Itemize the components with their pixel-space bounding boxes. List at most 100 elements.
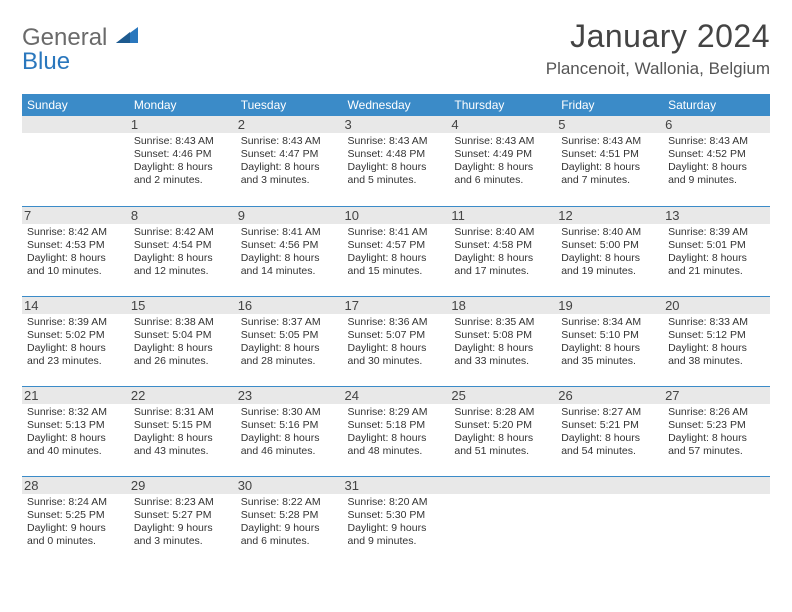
- sunset-text: Sunset: 5:27 PM: [134, 509, 231, 522]
- calendar-day-cell: 23 Sunrise: 8:30 AMSunset: 5:16 PMDayligh…: [236, 386, 343, 476]
- page-header: General Blue January 2024 Plancenoit, Wa…: [22, 18, 770, 80]
- sunset-text: Sunset: 5:01 PM: [668, 239, 765, 252]
- sunrise-text: Sunrise: 8:42 AM: [134, 226, 231, 239]
- calendar-day-cell: 6Sunrise: 8:43 AMSunset: 4:52 PMDaylight…: [663, 116, 770, 206]
- sunset-text: Sunset: 5:02 PM: [27, 329, 124, 342]
- day-number: 2: [236, 116, 343, 133]
- daylight-text: Daylight: 8 hours and 17 minutes.: [454, 252, 551, 278]
- day-info: Sunrise: 8:43 AMSunset: 4:51 PMDaylight:…: [561, 135, 658, 188]
- day-number: 27: [663, 387, 770, 404]
- sunrise-text: Sunrise: 8:41 AM: [348, 226, 445, 239]
- day-number: 26: [556, 387, 663, 404]
- day-info: Sunrise: 8:32 AMSunset: 5:13 PMDaylight:…: [27, 406, 124, 459]
- day-info: Sunrise: 8:40 AMSunset: 5:00 PMDaylight:…: [561, 226, 658, 279]
- logo-word-1: General: [22, 24, 107, 51]
- sunset-text: Sunset: 5:00 PM: [561, 239, 658, 252]
- daylight-text: Daylight: 8 hours and 28 minutes.: [241, 342, 338, 368]
- calendar-day-cell: 12Sunrise: 8:40 AMSunset: 5:00 PMDayligh…: [556, 206, 663, 296]
- sunset-text: Sunset: 5:28 PM: [241, 509, 338, 522]
- day-number: [556, 477, 663, 494]
- sunrise-text: Sunrise: 8:40 AM: [561, 226, 658, 239]
- daylight-text: Daylight: 8 hours and 12 minutes.: [134, 252, 231, 278]
- sunrise-text: Sunrise: 8:30 AM: [241, 406, 338, 419]
- logo: General Blue: [22, 24, 138, 80]
- day-info: Sunrise: 8:41 AMSunset: 4:56 PMDaylight:…: [241, 226, 338, 279]
- sunset-text: Sunset: 5:12 PM: [668, 329, 765, 342]
- calendar-day-cell: 3Sunrise: 8:43 AMSunset: 4:48 PMDaylight…: [343, 116, 450, 206]
- sunrise-text: Sunrise: 8:39 AM: [668, 226, 765, 239]
- sunset-text: Sunset: 5:21 PM: [561, 419, 658, 432]
- sunrise-text: Sunrise: 8:31 AM: [134, 406, 231, 419]
- sunset-text: Sunset: 4:48 PM: [348, 148, 445, 161]
- calendar-day-cell: 15Sunrise: 8:38 AMSunset: 5:04 PMDayligh…: [129, 296, 236, 386]
- day-info: Sunrise: 8:42 AMSunset: 4:53 PMDaylight:…: [27, 226, 124, 279]
- sunrise-text: Sunrise: 8:33 AM: [668, 316, 765, 329]
- day-info: Sunrise: 8:35 AMSunset: 5:08 PMDaylight:…: [454, 316, 551, 369]
- day-info: Sunrise: 8:24 AMSunset: 5:25 PMDaylight:…: [27, 496, 124, 549]
- calendar-week-row: 14Sunrise: 8:39 AMSunset: 5:02 PMDayligh…: [22, 296, 770, 386]
- day-info: Sunrise: 8:20 AMSunset: 5:30 PMDaylight:…: [348, 496, 445, 549]
- day-info: Sunrise: 8:23 AMSunset: 5:27 PMDaylight:…: [134, 496, 231, 549]
- sunset-text: Sunset: 5:25 PM: [27, 509, 124, 522]
- sunrise-text: Sunrise: 8:43 AM: [134, 135, 231, 148]
- calendar-day-cell: 4Sunrise: 8:43 AMSunset: 4:49 PMDaylight…: [449, 116, 556, 206]
- daylight-text: Daylight: 8 hours and 40 minutes.: [27, 432, 124, 458]
- sunrise-text: Sunrise: 8:35 AM: [454, 316, 551, 329]
- day-info: Sunrise: 8:39 AMSunset: 5:02 PMDaylight:…: [27, 316, 124, 369]
- day-info: Sunrise: 8:38 AMSunset: 5:04 PMDaylight:…: [134, 316, 231, 369]
- sunset-text: Sunset: 4:46 PM: [134, 148, 231, 161]
- sunrise-text: Sunrise: 8:27 AM: [561, 406, 658, 419]
- calendar-day-cell: 18Sunrise: 8:35 AMSunset: 5:08 PMDayligh…: [449, 296, 556, 386]
- day-number: 7: [22, 207, 129, 224]
- calendar-day-cell: 7 Sunrise: 8:42 AMSunset: 4:53 PMDaylight…: [22, 206, 129, 296]
- day-number: 31: [343, 477, 450, 494]
- location-text: Plancenoit, Wallonia, Belgium: [546, 59, 770, 79]
- sunrise-text: Sunrise: 8:37 AM: [241, 316, 338, 329]
- daylight-text: Daylight: 8 hours and 48 minutes.: [348, 432, 445, 458]
- sunset-text: Sunset: 4:54 PM: [134, 239, 231, 252]
- daylight-text: Daylight: 8 hours and 23 minutes.: [27, 342, 124, 368]
- day-number: 9: [236, 207, 343, 224]
- day-info: Sunrise: 8:43 AMSunset: 4:47 PMDaylight:…: [241, 135, 338, 188]
- day-number: 5: [556, 116, 663, 133]
- daylight-text: Daylight: 8 hours and 30 minutes.: [348, 342, 445, 368]
- logo-triangle-icon: [116, 24, 138, 51]
- sunset-text: Sunset: 5:15 PM: [134, 419, 231, 432]
- dayname-header: Sunday: [22, 94, 129, 116]
- calendar-day-cell: 2 Sunrise: 8:43 AMSunset: 4:47 PMDaylight…: [236, 116, 343, 206]
- dayname-header: Friday: [556, 94, 663, 116]
- sunrise-text: Sunrise: 8:29 AM: [348, 406, 445, 419]
- sunrise-text: Sunrise: 8:36 AM: [348, 316, 445, 329]
- day-number: 25: [449, 387, 556, 404]
- day-info: Sunrise: 8:39 AMSunset: 5:01 PMDaylight:…: [668, 226, 765, 279]
- calendar-day-cell: 8Sunrise: 8:42 AMSunset: 4:54 PMDaylight…: [129, 206, 236, 296]
- day-number: 1: [129, 116, 236, 133]
- sunset-text: Sunset: 4:47 PM: [241, 148, 338, 161]
- calendar-day-cell: 24Sunrise: 8:29 AMSunset: 5:18 PMDayligh…: [343, 386, 450, 476]
- sunset-text: Sunset: 5:05 PM: [241, 329, 338, 342]
- daylight-text: Daylight: 8 hours and 51 minutes.: [454, 432, 551, 458]
- day-number: 23: [236, 387, 343, 404]
- sunset-text: Sunset: 4:52 PM: [668, 148, 765, 161]
- sunset-text: Sunset: 5:16 PM: [241, 419, 338, 432]
- month-title: January 2024: [546, 18, 770, 55]
- daylight-text: Daylight: 8 hours and 9 minutes.: [668, 161, 765, 187]
- calendar-day-cell: 26Sunrise: 8:27 AMSunset: 5:21 PMDayligh…: [556, 386, 663, 476]
- calendar-day-cell: [22, 116, 129, 206]
- calendar-day-cell: 20Sunrise: 8:33 AMSunset: 5:12 PMDayligh…: [663, 296, 770, 386]
- sunrise-text: Sunrise: 8:42 AM: [27, 226, 124, 239]
- sunset-text: Sunset: 5:23 PM: [668, 419, 765, 432]
- calendar-day-cell: 21Sunrise: 8:32 AMSunset: 5:13 PMDayligh…: [22, 386, 129, 476]
- sunrise-text: Sunrise: 8:43 AM: [348, 135, 445, 148]
- dayname-header: Tuesday: [236, 94, 343, 116]
- day-info: Sunrise: 8:30 AMSunset: 5:16 PMDaylight:…: [241, 406, 338, 459]
- day-info: Sunrise: 8:34 AMSunset: 5:10 PMDaylight:…: [561, 316, 658, 369]
- calendar-day-cell: 9 Sunrise: 8:41 AMSunset: 4:56 PMDaylight…: [236, 206, 343, 296]
- sunset-text: Sunset: 4:56 PM: [241, 239, 338, 252]
- calendar-day-cell: 28Sunrise: 8:24 AMSunset: 5:25 PMDayligh…: [22, 476, 129, 566]
- day-info: Sunrise: 8:29 AMSunset: 5:18 PMDaylight:…: [348, 406, 445, 459]
- daylight-text: Daylight: 8 hours and 14 minutes.: [241, 252, 338, 278]
- dayname-header: Saturday: [663, 94, 770, 116]
- sunrise-text: Sunrise: 8:24 AM: [27, 496, 124, 509]
- daylight-text: Daylight: 8 hours and 46 minutes.: [241, 432, 338, 458]
